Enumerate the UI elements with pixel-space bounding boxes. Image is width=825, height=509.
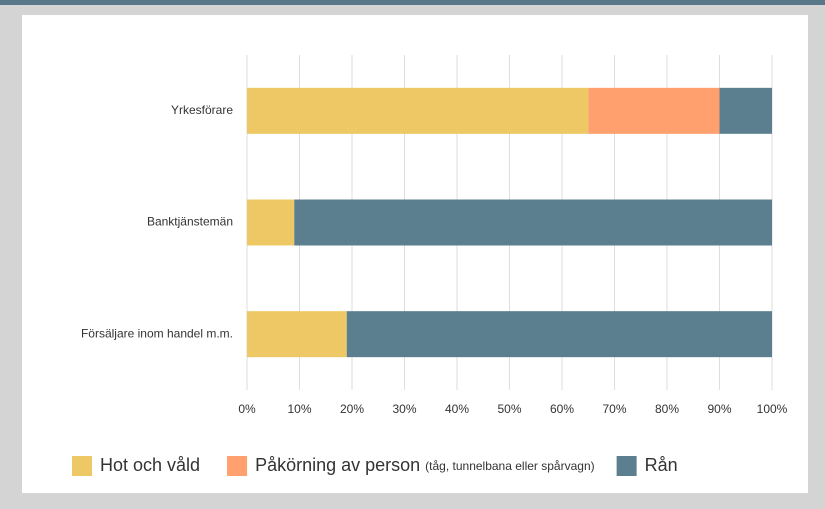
x-tick-label: 100% — [757, 402, 788, 416]
legend-swatch — [616, 456, 637, 476]
bar-segment — [346, 311, 772, 358]
panel — [22, 15, 808, 493]
y-tick-label: Försäljare inom handel m.m. — [81, 326, 233, 340]
x-tick-label: 10% — [287, 402, 311, 416]
bar-segment — [247, 199, 295, 246]
bar-segment — [588, 87, 720, 134]
y-tick-label: Banktjänstemän — [147, 215, 233, 229]
x-tick-label: 50% — [497, 402, 521, 416]
x-tick-label: 0% — [238, 402, 256, 416]
legend-label: Hot och våld — [100, 455, 200, 475]
bar-segment — [247, 311, 347, 358]
bar-segment — [294, 199, 772, 246]
bar-segment — [719, 87, 772, 134]
x-tick-label: 60% — [550, 402, 574, 416]
legend-swatch — [227, 456, 248, 476]
x-tick-label: 30% — [392, 402, 416, 416]
legend-label: Rån — [645, 455, 678, 475]
x-tick-label: 20% — [340, 402, 364, 416]
legend-label: Påkörning av person — [255, 455, 420, 475]
legend-swatch — [72, 456, 92, 476]
x-tick-label: 80% — [655, 402, 679, 416]
x-tick-label: 40% — [445, 402, 469, 416]
bar-segment — [247, 87, 589, 134]
y-tick-label: Yrkesförare — [171, 103, 233, 117]
x-tick-label: 90% — [707, 402, 731, 416]
legend-note: (tåg, tunnelbana eller spårvagn) — [425, 459, 594, 473]
x-tick-label: 70% — [602, 402, 626, 416]
top-band — [0, 0, 825, 5]
